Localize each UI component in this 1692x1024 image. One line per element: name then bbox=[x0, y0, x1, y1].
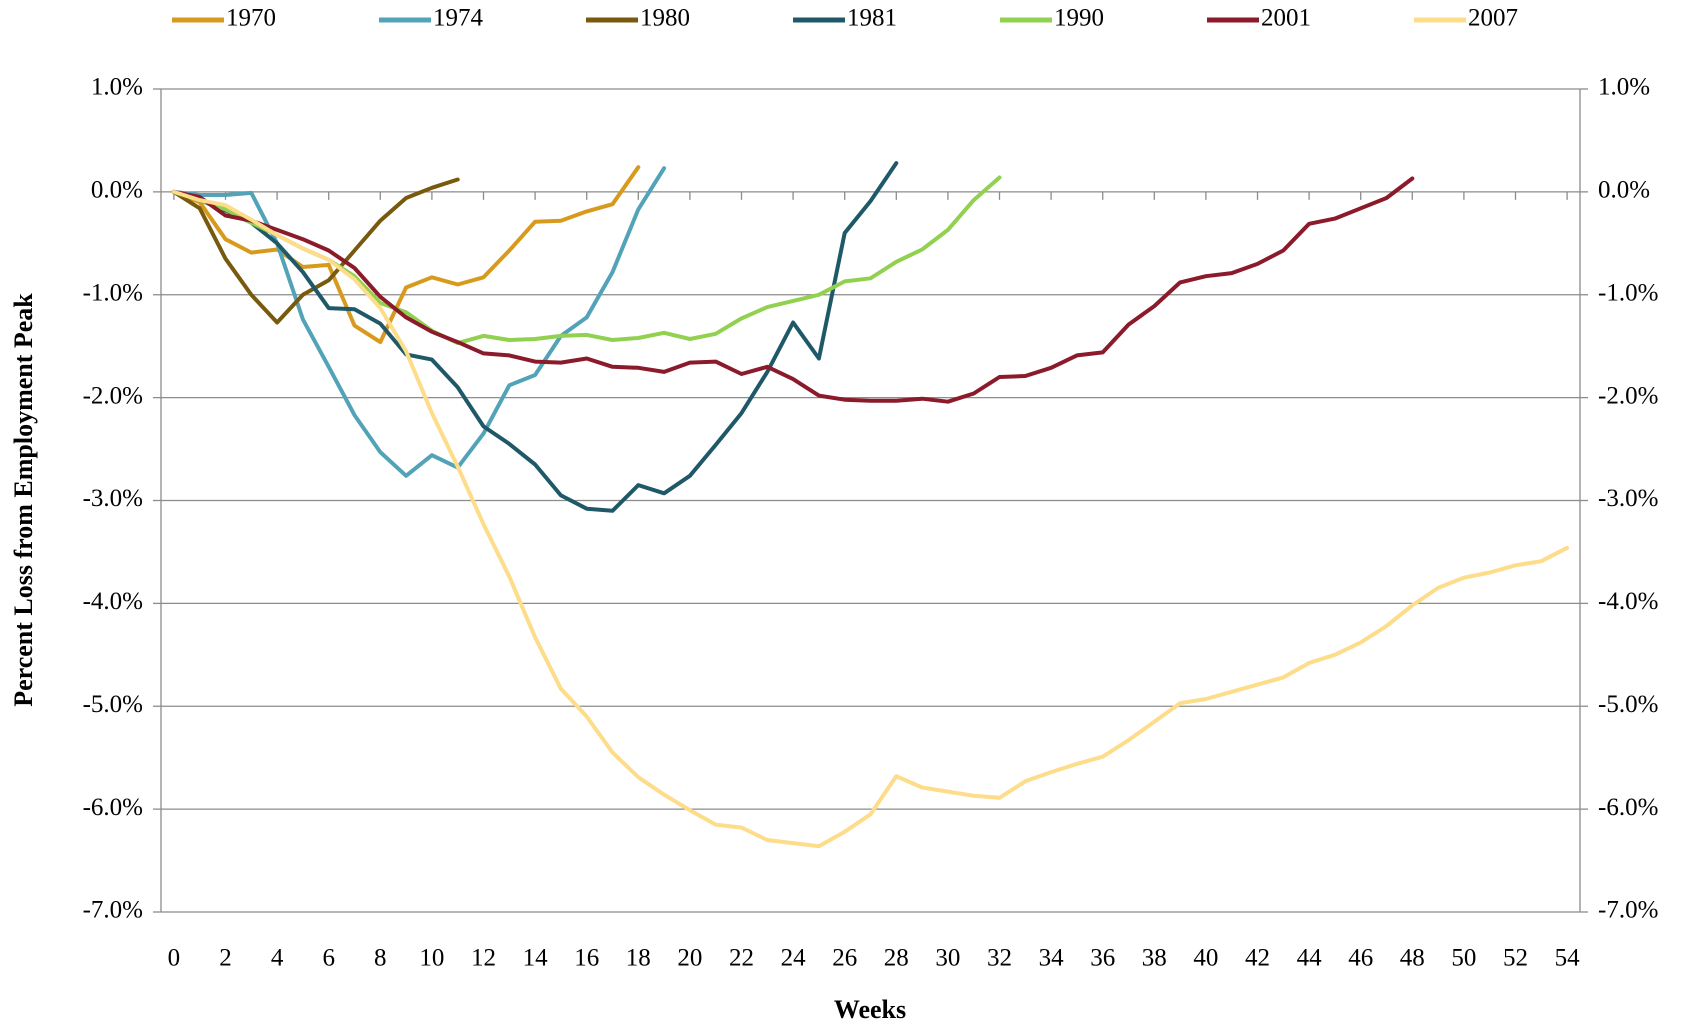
x-axis-title: Weeks bbox=[834, 995, 906, 1024]
y-axis-title: Percent Loss from Employment Peak bbox=[9, 293, 38, 707]
y2-tick-label: -3.0% bbox=[1598, 485, 1658, 512]
x-tick-label: 32 bbox=[987, 945, 1012, 972]
x-tick-label: 50 bbox=[1451, 945, 1476, 972]
series-line bbox=[171, 177, 460, 325]
x-tick-label: 54 bbox=[1555, 945, 1581, 972]
series-line bbox=[171, 189, 1570, 849]
x-tick-label: 0 bbox=[168, 945, 181, 972]
series-line bbox=[171, 161, 899, 513]
y2-tick-label: -6.0% bbox=[1598, 794, 1658, 821]
series-line bbox=[171, 176, 1415, 404]
y-tick-label: 0.0% bbox=[91, 177, 143, 204]
y-tick-label: -1.0% bbox=[83, 279, 143, 306]
y2-tick-label: -2.0% bbox=[1598, 382, 1658, 409]
y-tick-label: 1.0% bbox=[91, 74, 143, 101]
y-tick-label: -3.0% bbox=[83, 485, 143, 512]
x-tick-label: 8 bbox=[374, 945, 387, 972]
y-tick-label: -2.0% bbox=[83, 382, 143, 409]
y-tick-label: -7.0% bbox=[83, 897, 143, 924]
x-tick-label: 2 bbox=[219, 945, 232, 972]
legend-label: 1981 bbox=[847, 5, 897, 32]
x-tick-label: 38 bbox=[1142, 945, 1167, 972]
x-tick-label: 14 bbox=[523, 945, 549, 972]
y2-tick-label: 0.0% bbox=[1598, 177, 1650, 204]
x-tick-label: 36 bbox=[1090, 945, 1115, 972]
x-tick-label: 6 bbox=[322, 945, 335, 972]
legend-label: 1980 bbox=[640, 5, 690, 32]
x-tick-label: 4 bbox=[271, 945, 284, 972]
x-tick-label: 22 bbox=[729, 945, 754, 972]
x-tick-label: 30 bbox=[935, 945, 960, 972]
y2-tick-label: -4.0% bbox=[1598, 588, 1658, 615]
x-tick-label: 46 bbox=[1348, 945, 1373, 972]
x-tick-label: 18 bbox=[626, 945, 651, 972]
x-tick-label: 48 bbox=[1400, 945, 1425, 972]
x-tick-label: 20 bbox=[677, 945, 702, 972]
x-tick-label: 44 bbox=[1297, 945, 1323, 972]
x-tick-label: 24 bbox=[781, 945, 807, 972]
y-tick-label: -5.0% bbox=[83, 691, 143, 718]
x-tick-label: 52 bbox=[1503, 945, 1528, 972]
series-line bbox=[171, 166, 667, 478]
x-tick-label: 34 bbox=[1039, 945, 1065, 972]
x-tick-label: 40 bbox=[1193, 945, 1218, 972]
x-tick-label: 10 bbox=[419, 945, 444, 972]
x-tick-label: 28 bbox=[884, 945, 909, 972]
legend-label: 2007 bbox=[1468, 5, 1518, 32]
y2-tick-label: 1.0% bbox=[1598, 74, 1650, 101]
legend-label: 1990 bbox=[1054, 5, 1104, 32]
x-tick-label: 12 bbox=[471, 945, 496, 972]
x-tick-label: 42 bbox=[1245, 945, 1270, 972]
legend-label: 1974 bbox=[433, 5, 484, 32]
y2-tick-label: -1.0% bbox=[1598, 279, 1658, 306]
y2-tick-label: -5.0% bbox=[1598, 691, 1658, 718]
legend-label: 1970 bbox=[226, 5, 276, 32]
series-line bbox=[171, 165, 641, 345]
legend-label: 2001 bbox=[1261, 5, 1311, 32]
y-tick-label: -4.0% bbox=[83, 588, 143, 615]
y2-tick-label: -7.0% bbox=[1598, 897, 1658, 924]
y-tick-label: -6.0% bbox=[83, 794, 143, 821]
x-tick-label: 26 bbox=[832, 945, 857, 972]
x-tick-label: 16 bbox=[574, 945, 599, 972]
